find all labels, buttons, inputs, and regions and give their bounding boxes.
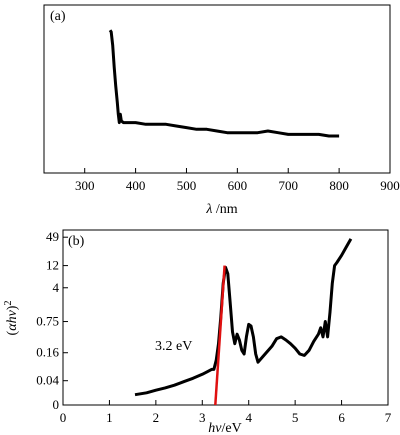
x-tick-label-a: 400 bbox=[126, 178, 146, 193]
x-tick-label-a: 600 bbox=[228, 178, 248, 193]
x-tick-label-b: 0 bbox=[60, 410, 67, 425]
x-tick-label-b: 4 bbox=[245, 410, 252, 425]
y-tick-label-b: 4 bbox=[53, 280, 60, 295]
y-tick-label-b: 0.16 bbox=[36, 345, 59, 360]
series-line-b bbox=[134, 238, 353, 397]
panel-label-b: (b) bbox=[68, 234, 85, 249]
panel-label-a: (a) bbox=[50, 9, 66, 24]
y-axis-title-b: (αhν)2 bbox=[3, 301, 21, 336]
series-line-a bbox=[108, 29, 340, 138]
chart-panel-a: (a) 300 400 500 600 700 800 900 λ /nm bbox=[43, 4, 400, 217]
x-axis-title-a: λ /nm bbox=[205, 202, 237, 217]
plot-frame-a bbox=[43, 4, 391, 174]
plot-frame-b bbox=[62, 229, 389, 406]
x-tick-label-b: 3 bbox=[199, 410, 206, 425]
x-tick-label-a: 700 bbox=[278, 178, 298, 193]
y-tick-label-b: 12 bbox=[46, 258, 59, 273]
x-tick-label-a: 300 bbox=[75, 178, 95, 193]
y-tick-label-b: 49 bbox=[46, 229, 59, 244]
band-gap-annotation: 3.2 eV bbox=[155, 339, 192, 354]
x-axis-title-b: hν/eV bbox=[208, 421, 241, 435]
y-tick-label-b: 0.04 bbox=[36, 373, 59, 388]
x-ticks-a: 300 400 500 600 700 800 900 bbox=[75, 168, 400, 193]
x-tick-label-b: 1 bbox=[106, 410, 113, 425]
x-tick-label-b: 5 bbox=[292, 410, 299, 425]
x-tick-label-a: 500 bbox=[177, 178, 197, 193]
x-tick-label-b: 7 bbox=[385, 410, 392, 425]
x-tick-label-b: 6 bbox=[338, 410, 345, 425]
x-tick-label-a: 900 bbox=[380, 178, 400, 193]
x-tick-label-a: 800 bbox=[329, 178, 349, 193]
x-tick-label-b: 2 bbox=[153, 410, 160, 425]
y-tick-label-b: 0.75 bbox=[36, 314, 59, 329]
tauc-fit-line bbox=[214, 265, 226, 406]
y-tick-label-zero-b: 0 bbox=[53, 397, 60, 412]
